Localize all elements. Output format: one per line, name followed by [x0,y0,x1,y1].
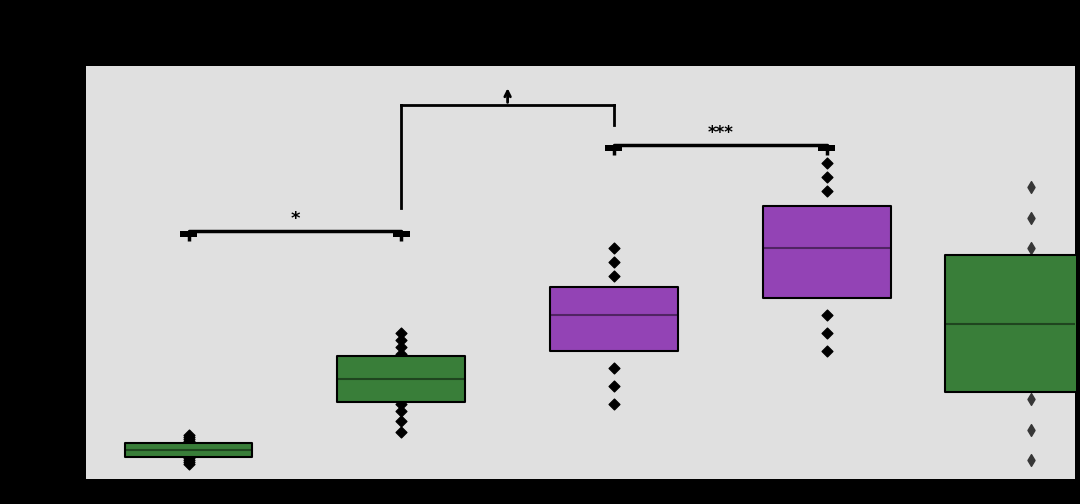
Point [393,407,410,415]
FancyBboxPatch shape [819,145,835,151]
Point [180,435,198,443]
Point [180,458,198,466]
Point [393,329,410,337]
Point [1023,244,1040,252]
Text: ***: *** [707,123,733,142]
Point [818,173,835,181]
Point [393,417,410,425]
FancyBboxPatch shape [393,231,409,237]
Point [180,437,198,445]
Point [605,382,622,390]
Point [180,431,198,439]
Point [1023,426,1040,434]
Point [180,455,198,463]
Point [393,428,410,436]
Point [605,244,622,252]
Point [393,350,410,358]
Point [393,336,410,344]
Point [818,187,835,196]
Point [605,364,622,372]
Point [818,329,835,337]
Text: *: * [291,210,299,227]
Point [1023,214,1040,222]
Point [393,400,410,408]
Title: Validation of HTRF Human MMP1 kit on U87-MG cell line
in cell lysates and supern: Validation of HTRF Human MMP1 kit on U87… [333,35,683,63]
Point [605,400,622,408]
FancyBboxPatch shape [606,145,622,151]
Point [1023,395,1040,403]
Point [1023,183,1040,192]
Point [180,456,198,464]
Point [818,347,835,355]
Point [605,272,622,280]
Point [818,159,835,167]
Point [393,343,410,351]
Point [180,460,198,468]
Point [818,311,835,320]
Point [1023,456,1040,464]
Point [180,433,198,442]
Point [605,258,622,266]
FancyBboxPatch shape [180,231,197,237]
